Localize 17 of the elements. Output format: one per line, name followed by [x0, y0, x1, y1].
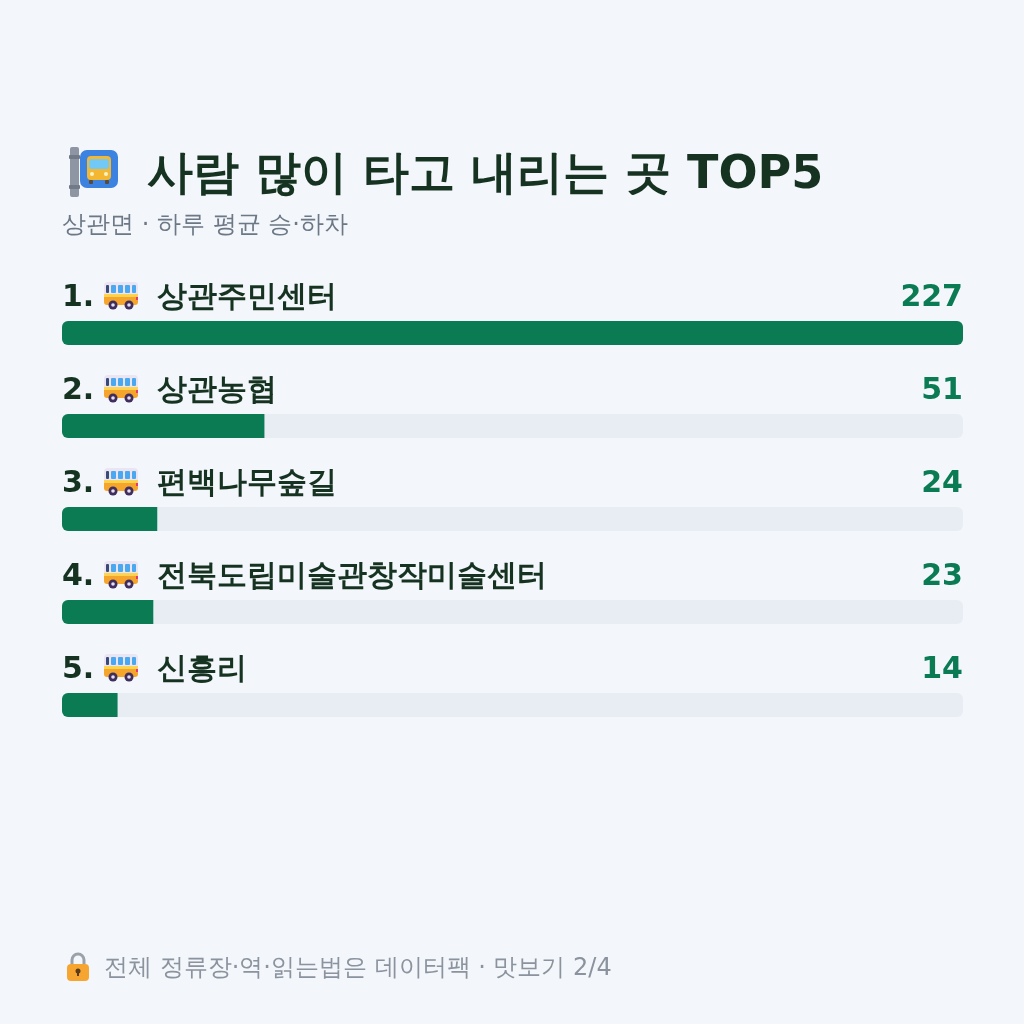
category-label: 2. 상관농협 [62, 370, 277, 406]
data-label: 24 [921, 463, 963, 499]
category-label: 3. 편백나무숲길 [62, 463, 337, 499]
data-label: 14 [921, 649, 963, 685]
chart-title: 사람 많이 타고 내리는 곳 TOP5 [147, 145, 824, 199]
bar [62, 692, 118, 717]
category-label: 5. 신흥리 [62, 649, 247, 685]
category-label: 4. 전북도립미술관창작미술센터 [62, 556, 547, 592]
text: 전체 정류장·역·읽는법은 데이터팩 · 맛보기 2/4 [104, 953, 612, 981]
category-label: 1. 상관주민센터 [62, 277, 337, 313]
bar [62, 506, 158, 531]
bar [62, 413, 265, 438]
bar [62, 599, 154, 624]
data-label: 51 [921, 370, 963, 406]
data-label: 23 [921, 556, 963, 592]
chart-subtitle: 상관면 · 하루 평균 승·하차 [62, 210, 348, 238]
data-label: 227 [900, 277, 963, 313]
